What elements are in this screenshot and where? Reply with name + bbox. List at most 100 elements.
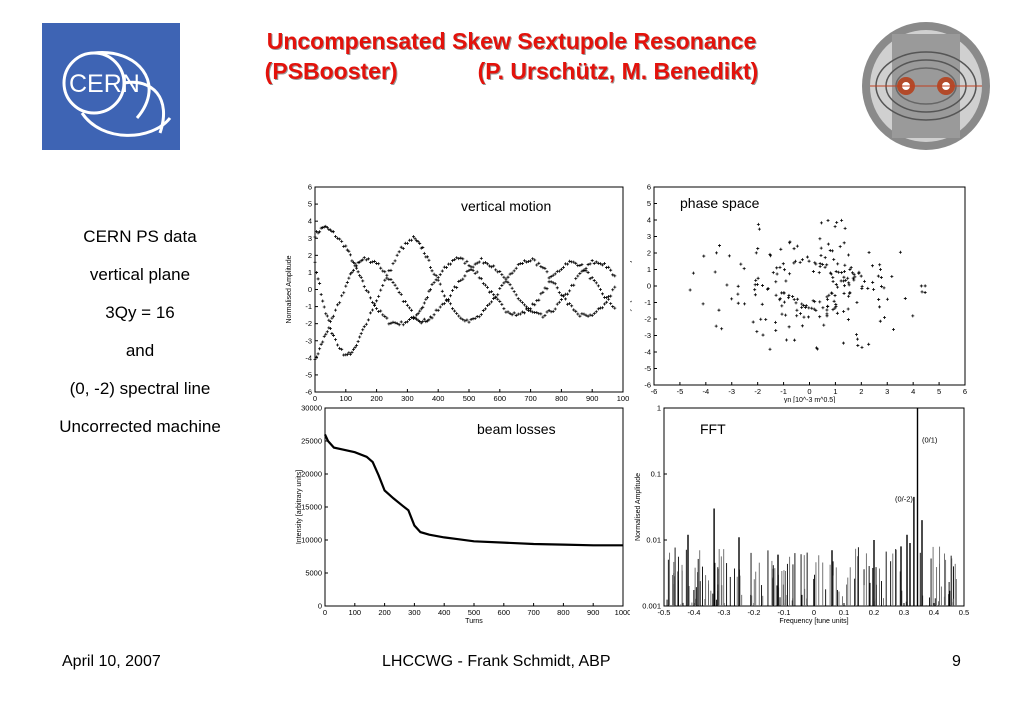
data-point (415, 317, 419, 321)
data-point (385, 276, 389, 280)
x-tick-label: 0.2 (869, 608, 879, 617)
description-line: and (125, 341, 155, 360)
data-point (438, 273, 442, 277)
data-point (352, 348, 355, 352)
data-point (488, 290, 492, 294)
data-point (609, 294, 613, 298)
data-point (885, 297, 889, 301)
data-point (859, 274, 863, 278)
x-tick-label: 5 (937, 387, 941, 396)
x-tick-label: 100 (617, 394, 630, 402)
data-point (872, 288, 876, 292)
data-point (609, 268, 613, 272)
data-point (833, 225, 837, 229)
data-point (811, 299, 815, 303)
data-point (375, 299, 379, 303)
data-point (424, 320, 428, 324)
data-point (334, 308, 338, 312)
data-point (742, 267, 746, 271)
data-point (352, 260, 355, 264)
data-point (432, 272, 436, 276)
data-point (430, 283, 434, 287)
y-tick-label: 2 (647, 249, 651, 258)
data-point (366, 318, 370, 322)
data-point (429, 315, 432, 319)
data-point (342, 291, 346, 295)
data-point (813, 300, 817, 304)
data-point (331, 230, 335, 234)
data-point (361, 279, 365, 283)
data-point (596, 284, 600, 288)
intensity-line (323, 433, 623, 547)
vertical-motion-chart: 0 100 200 300 400 500 600 700 800 900 100 6 5 4 3 2 1 0 -1… (283, 180, 630, 411)
y-tick-label: 20000 (301, 470, 322, 479)
data-point (419, 246, 423, 250)
data-point (832, 299, 836, 303)
data-point (483, 283, 487, 287)
data-point (588, 313, 592, 317)
data-point (473, 316, 477, 320)
data-point (467, 268, 471, 272)
data-point (559, 298, 563, 302)
data-point (313, 260, 317, 264)
description-line: CERN PS data (83, 227, 197, 246)
data-point (588, 262, 592, 266)
data-point (465, 318, 469, 322)
data-point (572, 283, 576, 287)
detector-cross-section-image (858, 18, 994, 154)
data-point (504, 277, 508, 281)
data-point (416, 311, 420, 315)
data-point (328, 326, 332, 330)
data-point (318, 230, 322, 234)
data-point (356, 340, 360, 344)
data-point (739, 262, 743, 266)
data-point (520, 261, 524, 265)
data-point (821, 262, 825, 266)
data-point (356, 270, 360, 274)
data-point (502, 275, 506, 279)
data-point (603, 302, 607, 306)
data-point (755, 330, 759, 334)
data-point (410, 308, 414, 312)
data-point (819, 253, 823, 257)
data-point (838, 245, 842, 249)
data-point (330, 316, 334, 320)
data-point (385, 273, 389, 277)
data-point (799, 312, 803, 316)
data-point (492, 264, 496, 268)
data-point (477, 276, 481, 280)
data-point (860, 345, 864, 349)
data-point (401, 323, 405, 327)
x-tick-label: 300 (408, 608, 421, 617)
data-point (413, 316, 417, 320)
data-point (345, 248, 349, 252)
data-point (877, 298, 881, 302)
data-point (715, 251, 719, 255)
data-point (331, 314, 335, 318)
data-point (701, 302, 705, 306)
data-point (518, 299, 522, 303)
y-tick-label: -3 (644, 331, 651, 340)
x-tick-label: 6 (963, 387, 967, 396)
data-point (522, 303, 526, 307)
data-point (545, 270, 549, 274)
data-point (851, 271, 855, 275)
data-point (903, 297, 907, 301)
x-tick-label: -1 (780, 387, 787, 396)
y-tick-label: 3 (647, 232, 651, 241)
data-point (545, 287, 549, 291)
data-point (385, 316, 389, 320)
data-point (436, 278, 440, 282)
data-point (364, 258, 368, 262)
data-point (419, 307, 423, 311)
data-point (549, 280, 553, 284)
data-point (473, 271, 477, 275)
data-point (572, 308, 576, 312)
data-point (582, 312, 586, 316)
data-point (566, 302, 570, 306)
x-tick-label: 700 (527, 608, 540, 617)
x-tick-label: -0.1 (778, 608, 791, 617)
data-point (807, 315, 811, 319)
data-point (467, 264, 471, 268)
data-point (549, 275, 553, 279)
